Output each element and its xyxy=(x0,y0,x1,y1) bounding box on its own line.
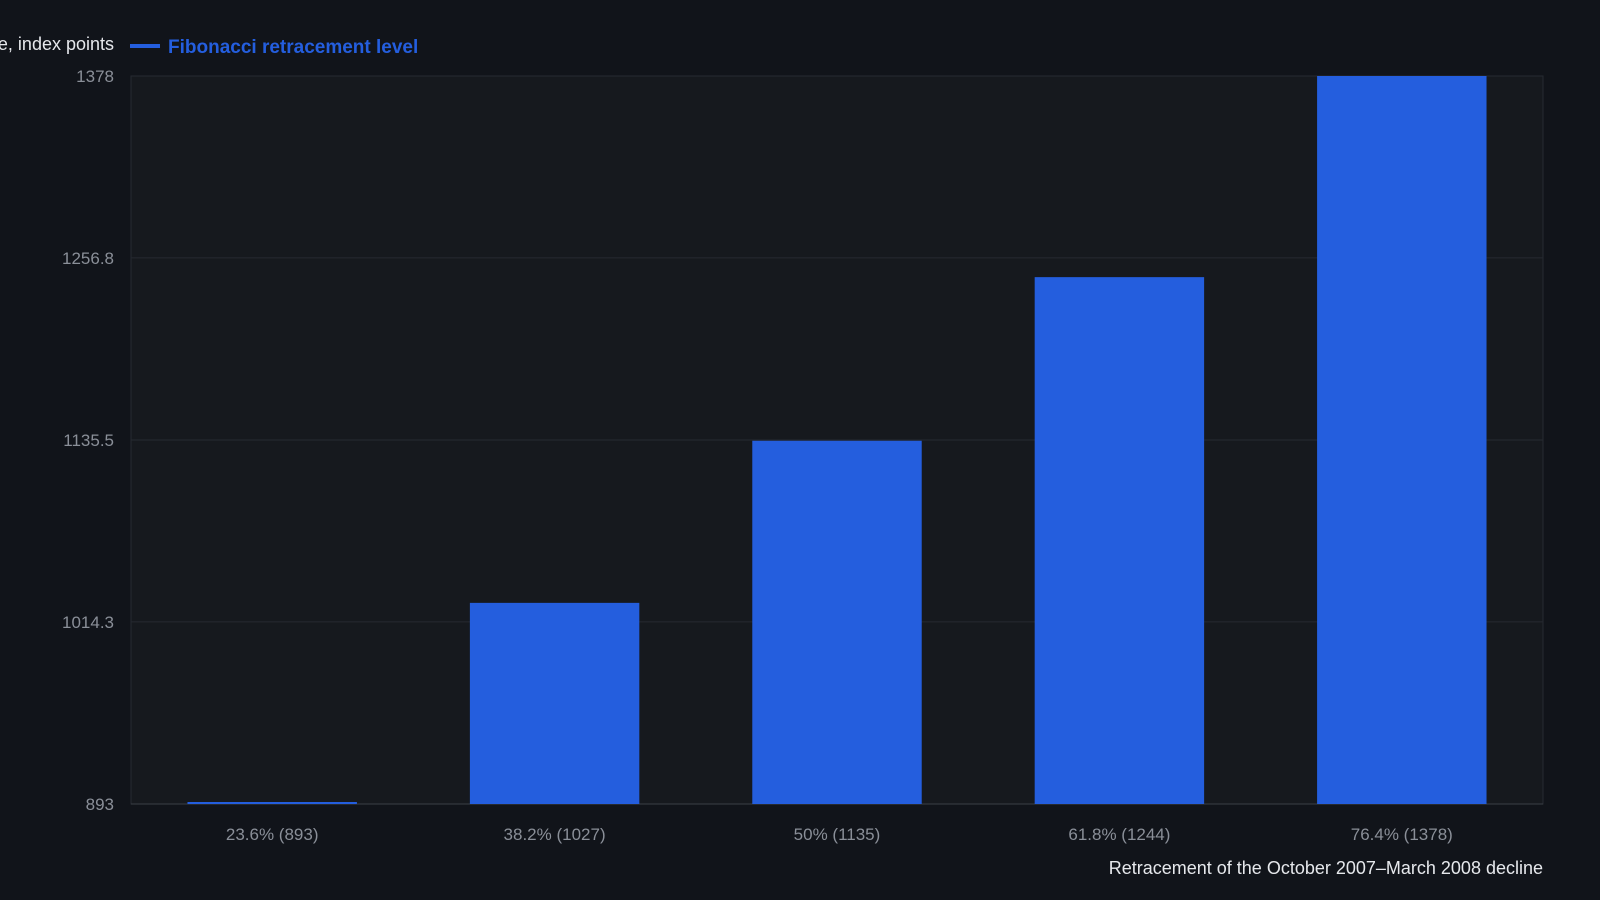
y-tick-label: 1014.3 xyxy=(62,613,114,632)
x-tick-label: 23.6% (893) xyxy=(226,825,319,844)
x-tick-label: 50% (1135) xyxy=(794,825,881,844)
x-tick-label: 61.8% (1244) xyxy=(1068,825,1170,844)
x-axis-ticks: 23.6% (893) 38.2% (1027) 50% (1135) 61.8% (… xyxy=(226,825,1453,844)
bar[interactable] xyxy=(1317,76,1487,804)
x-tick-label: 76.4% (1378) xyxy=(1351,825,1453,844)
x-axis-title: Retracement of the October 2007–March 20… xyxy=(1109,858,1543,878)
y-axis-title: e, index points xyxy=(0,34,114,54)
bar[interactable] xyxy=(1034,277,1205,804)
y-tick-label: 893 xyxy=(86,795,114,814)
legend-label: Fibonacci retracement level xyxy=(168,37,418,58)
y-tick-label: 1256.8 xyxy=(62,249,114,268)
y-axis-ticks: 893 1014.3 1135.5 1256.8 1378 xyxy=(62,67,114,814)
bar[interactable] xyxy=(187,802,357,804)
bar[interactable] xyxy=(752,440,922,804)
bar[interactable] xyxy=(469,602,640,804)
y-tick-label: 1378 xyxy=(76,67,114,86)
bars xyxy=(187,76,1487,804)
x-tick-label: 38.2% (1027) xyxy=(504,825,606,844)
legend[interactable]: Fibonacci retracement level xyxy=(130,37,418,58)
y-tick-label: 1135.5 xyxy=(63,431,114,450)
